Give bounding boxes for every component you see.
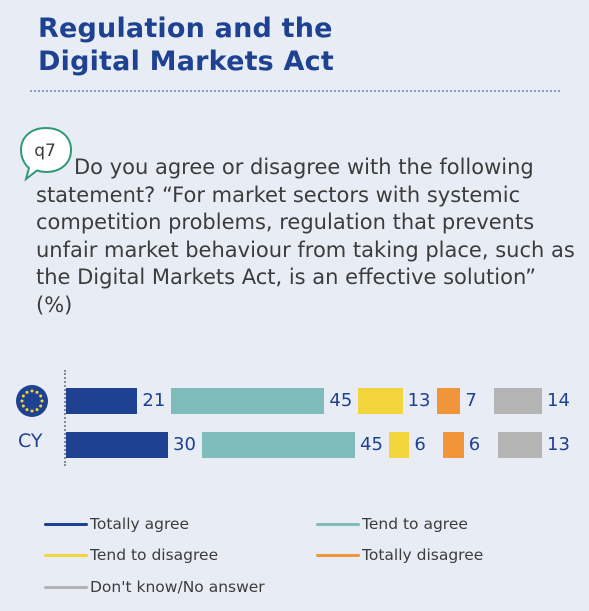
eu-flag-star (20, 399, 24, 403)
bar-eu-2 (358, 388, 403, 414)
legend-swatch (44, 553, 88, 557)
eu-flag-star (39, 404, 43, 408)
data-label-eu-0: 21 (142, 390, 166, 411)
legend-label: Tend to agree (362, 515, 468, 533)
data-label-eu-4: 14 (547, 390, 570, 411)
chart-axis (64, 370, 66, 466)
question-text: Do you agree or disagree with the follow… (36, 155, 575, 317)
legend-label: Don't know/No answer (90, 578, 265, 596)
question-bubble-icon: q7 (19, 126, 73, 182)
eu-flag-icon (16, 385, 48, 417)
bar-cy-4 (497, 432, 542, 458)
legend-swatch (316, 553, 360, 557)
data-label-cy-2: 6 (414, 434, 426, 455)
data-label-eu-2: 13 (407, 390, 431, 411)
eu-flag-star (21, 404, 25, 408)
data-label-cy-4: 13 (547, 434, 570, 455)
bar-cy-1 (202, 432, 355, 458)
eu-flag-star (30, 389, 34, 393)
eu-flag-star (40, 399, 44, 403)
eu-flag-star (35, 408, 39, 412)
eu-flag-star (39, 394, 43, 398)
data-label-cy-3: 6 (468, 434, 481, 455)
legend-swatch (44, 522, 88, 526)
bar-cy-3 (443, 432, 464, 458)
legend-swatch (316, 522, 360, 526)
question-code: q7 (34, 141, 56, 161)
eu-flag-star (25, 390, 29, 394)
legend-label: Totally disagree (362, 546, 484, 564)
chart-title: Regulation and the Digital Markets Act (38, 12, 334, 78)
data-label-cy-0: 30 (173, 434, 196, 455)
data-label-cy-1: 45 (360, 434, 383, 455)
eu-flag-star (30, 409, 34, 413)
bar-eu-1 (171, 388, 325, 414)
data-label-eu-1: 45 (329, 390, 353, 411)
legend-item-1: Tend to agree (316, 514, 468, 534)
data-label-eu-3: 7 (465, 390, 477, 411)
title-divider (30, 90, 560, 92)
title-line-1: Regulation and the (38, 13, 333, 44)
row-label-cy: CY (18, 430, 43, 452)
bar-cy-0 (66, 432, 168, 458)
bar-eu-4 (494, 388, 542, 414)
legend-swatch (44, 585, 88, 589)
legend-label: Totally agree (90, 515, 190, 533)
eu-flag-star (35, 390, 39, 394)
eu-flag-star (25, 408, 29, 412)
legend-label: Tend to disagree (90, 546, 219, 564)
bar-cy-2 (389, 432, 410, 458)
legend-item-3: Totally disagree (316, 545, 483, 565)
eu-flag-star (21, 394, 25, 398)
bar-eu-0 (66, 388, 138, 414)
legend-item-4: Don't know/No answer (44, 577, 265, 597)
bar-eu-3 (436, 388, 461, 414)
title-line-2: Digital Markets Act (38, 46, 334, 77)
legend-item-0: Totally agree (44, 514, 189, 534)
eu-flag-disc (16, 385, 48, 417)
legend-item-2: Tend to disagree (44, 545, 218, 565)
